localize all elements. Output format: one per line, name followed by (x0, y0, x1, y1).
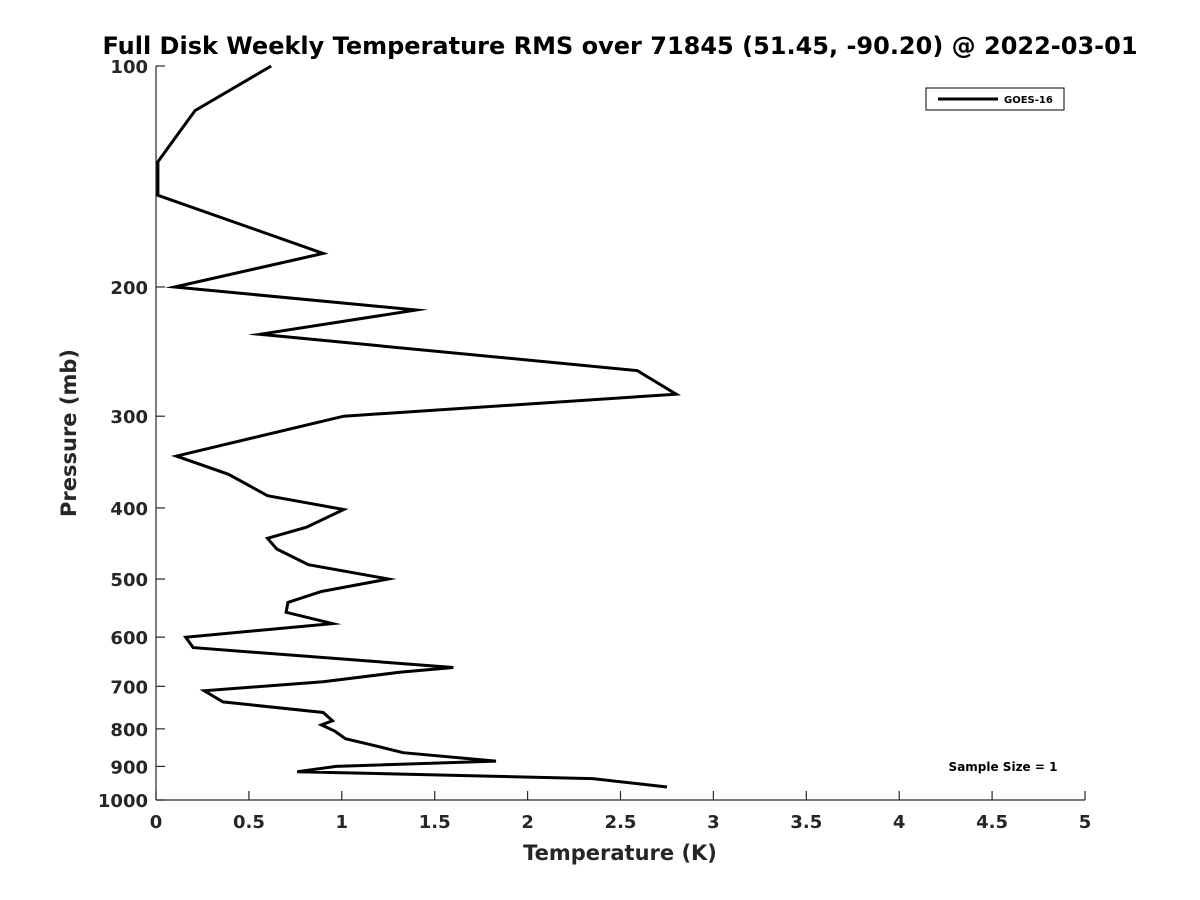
y-tick-label: 800 (110, 720, 148, 741)
y-tick-label: 1000 (98, 791, 148, 812)
y-tick-label: 600 (110, 628, 148, 649)
x-axis-label: Temperature (K) (523, 841, 717, 865)
legend-label-goes-16: GOES-16 (1004, 95, 1053, 106)
y-tick-label: 900 (110, 757, 148, 778)
legend: GOES-16 (925, 87, 1065, 111)
y-tick-label: 500 (110, 570, 148, 591)
x-axis-ticks: 0 0.5 1 1.5 2 2.5 3 3.5 4 4.5 5 (150, 791, 1092, 833)
y-tick-label: 100 (110, 57, 148, 78)
x-tick-label: 3 (707, 812, 720, 833)
y-tick-label: 700 (110, 677, 148, 698)
series-layer (156, 64, 682, 789)
y-axis-label: Pressure (mb) (57, 349, 81, 517)
y-tick-label: 300 (110, 407, 148, 428)
x-tick-label: 0.5 (233, 812, 265, 833)
series-line-goes-16 (156, 64, 682, 789)
x-tick-label: 1 (336, 812, 349, 833)
x-tick-label: 0 (150, 812, 163, 833)
y-axis-ticks: 100 200 300 400 500 600 700 800 900 1000 (98, 57, 165, 812)
chart-title: Full Disk Weekly Temperature RMS over 71… (102, 32, 1137, 60)
y-tick-label: 200 (110, 278, 148, 299)
x-tick-label: 2.5 (605, 812, 637, 833)
x-tick-label: 1.5 (419, 812, 451, 833)
x-tick-label: 4.5 (976, 812, 1008, 833)
y-tick-label: 400 (110, 499, 148, 520)
x-tick-label: 3.5 (790, 812, 822, 833)
x-tick-label: 2 (521, 812, 534, 833)
sample-size-annotation: Sample Size = 1 (949, 760, 1058, 774)
x-tick-label: 4 (893, 812, 906, 833)
x-tick-label: 5 (1079, 812, 1092, 833)
